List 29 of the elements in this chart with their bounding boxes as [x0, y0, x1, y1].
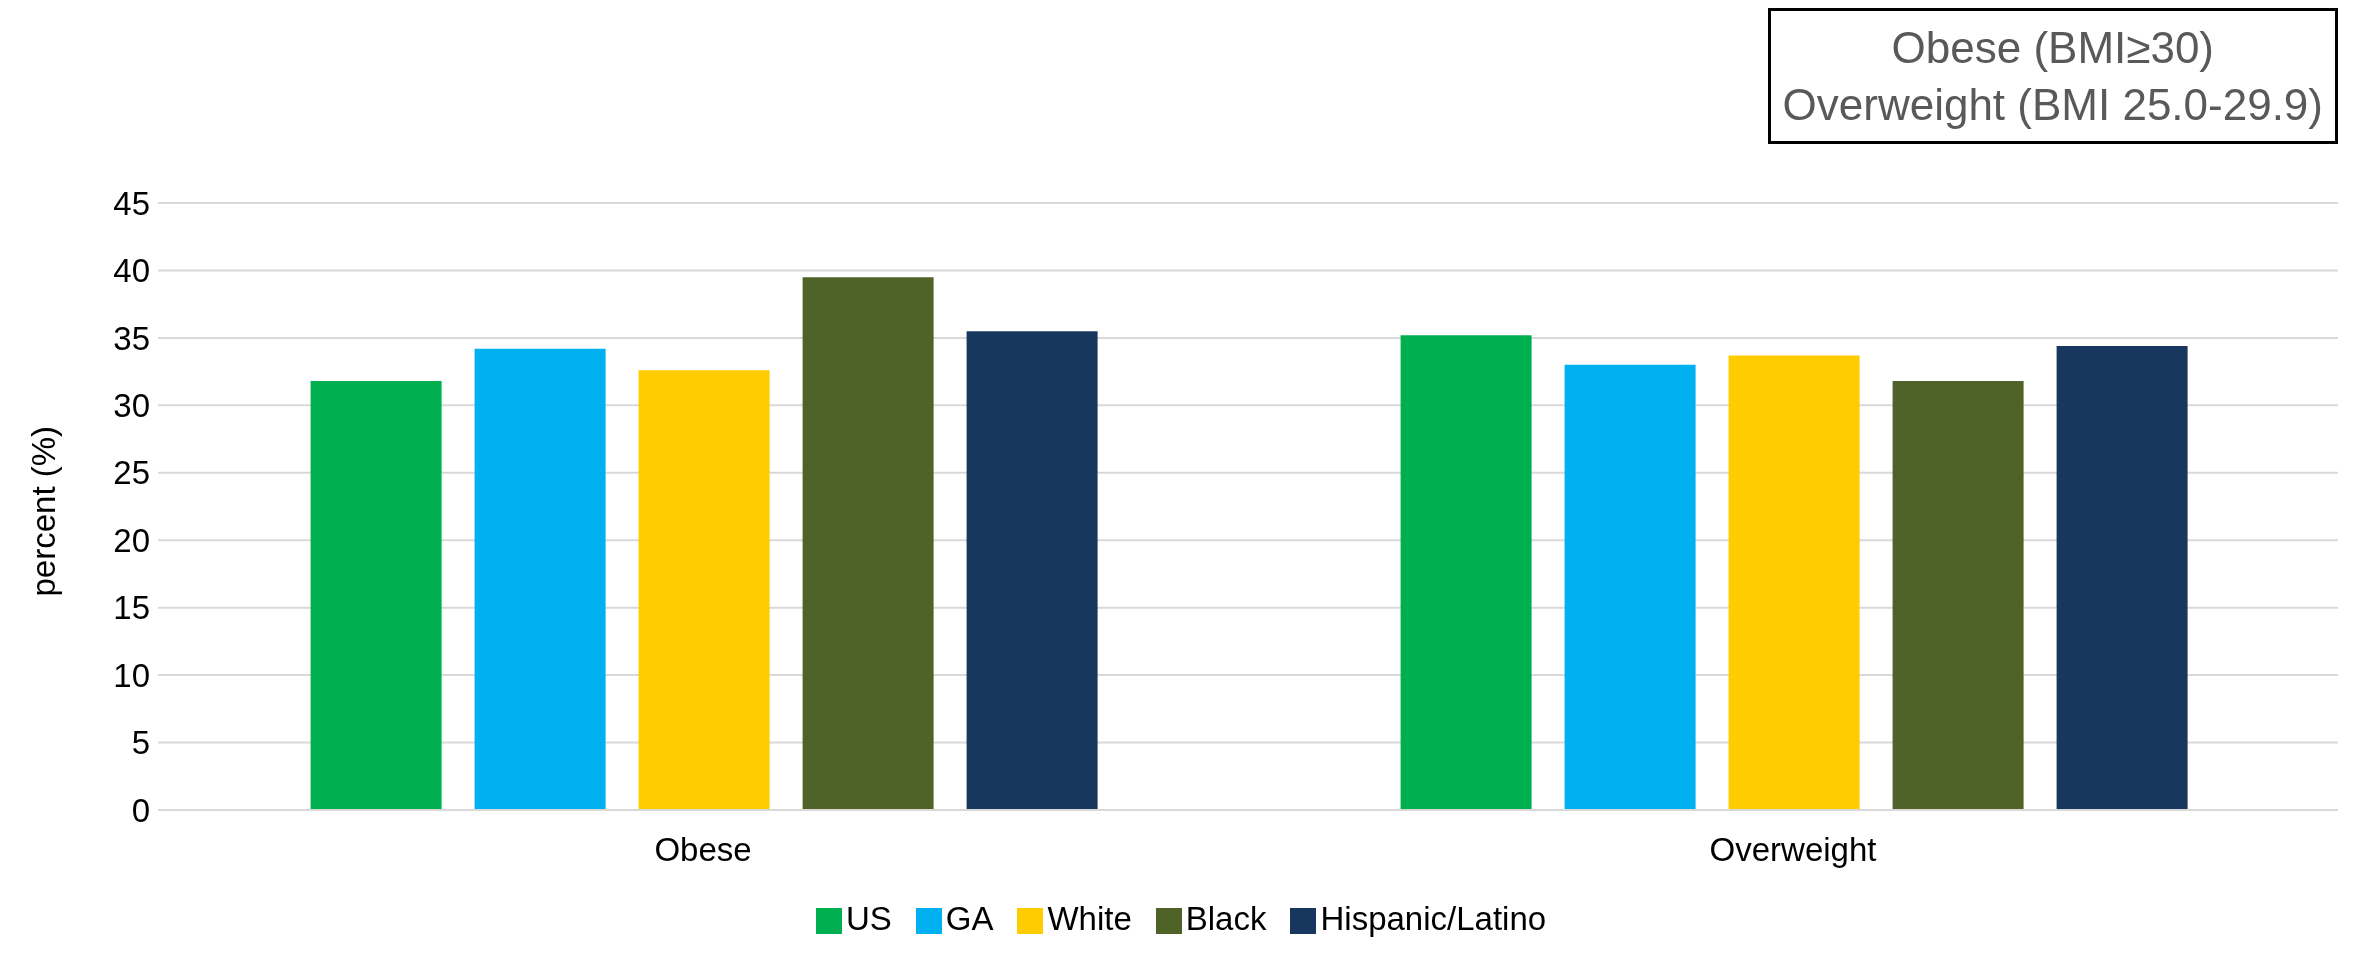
bar [966, 331, 1098, 810]
y-axis-title: percent (%) [24, 425, 62, 597]
bar [638, 370, 770, 810]
text: Obese (BMI≥30) Overweight (BMI 25.0-29.9) [1767, 8, 2338, 145]
y-tick-label: 20 [113, 521, 150, 559]
y-tick-label: 35 [113, 319, 150, 357]
legend-label: GA [945, 900, 994, 937]
y-tick-label: 40 [113, 252, 150, 290]
y-tick-label: 10 [113, 656, 150, 694]
y-tick-label: 0 [131, 791, 150, 829]
x-tick-label: Overweight [1709, 831, 1877, 869]
bar [1728, 355, 1860, 810]
bar [1564, 364, 1696, 810]
y-tick-label: 45 [113, 184, 150, 222]
y-tick-label: 15 [113, 589, 150, 627]
legend-label: Hispanic/Latino [1320, 900, 1547, 937]
legend-label: White [1047, 900, 1132, 937]
bar [802, 277, 934, 810]
y-tick-label: 30 [113, 387, 150, 425]
legend-label: US [845, 900, 892, 937]
legend-label: Black [1185, 900, 1267, 937]
bar [474, 348, 606, 810]
bar [1892, 381, 2024, 810]
bar [2056, 345, 2188, 810]
x-tick-label: Obese [654, 831, 752, 869]
bar [310, 381, 442, 810]
bar [1400, 335, 1532, 810]
y-tick-label: 25 [113, 454, 150, 492]
y-tick-label: 5 [131, 724, 150, 762]
